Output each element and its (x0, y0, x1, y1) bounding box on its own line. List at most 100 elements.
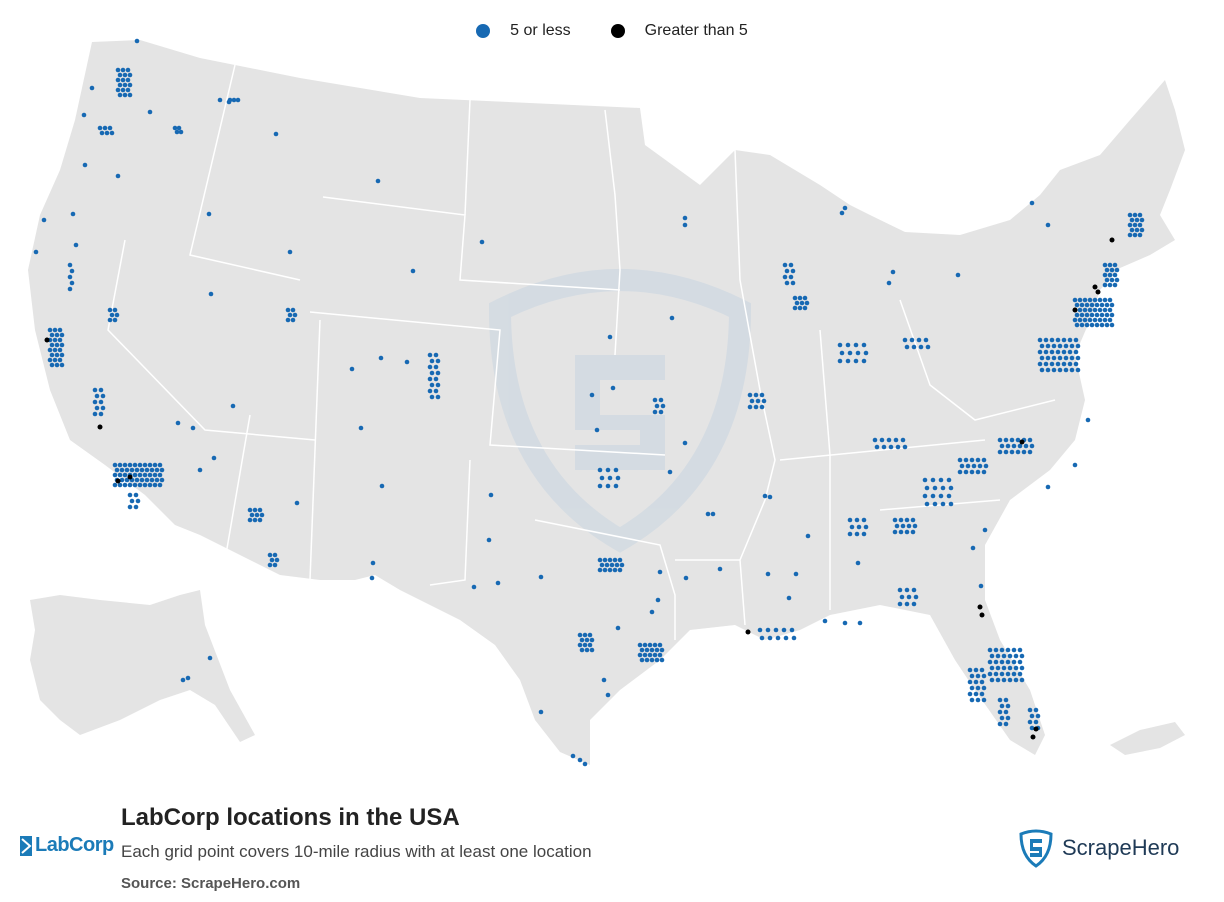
location-dot (1001, 653, 1007, 659)
location-dot (993, 671, 999, 677)
location-dot (782, 274, 788, 280)
location-dot (1084, 322, 1090, 328)
location-dot (117, 482, 123, 488)
location-dot (918, 344, 924, 350)
location-dot (1092, 297, 1098, 303)
location-dot (142, 462, 148, 468)
location-dot (52, 347, 58, 353)
location-dot (837, 358, 843, 364)
location-dot-high-density (127, 474, 133, 480)
location-dot (435, 394, 441, 400)
location-dot (781, 627, 787, 633)
location-dot (784, 268, 790, 274)
location-dot (1001, 677, 1007, 683)
location-dot (1069, 367, 1075, 373)
location-dot (175, 420, 181, 426)
location-dot (853, 358, 859, 364)
location-dot (792, 295, 798, 301)
location-dots (33, 38, 1145, 767)
location-dot (1104, 267, 1110, 273)
location-dot (955, 272, 961, 278)
location-dot (940, 485, 946, 491)
location-dot (157, 462, 163, 468)
location-dot (837, 342, 843, 348)
location-dot (897, 587, 903, 593)
location-dot (847, 350, 853, 356)
location-dot (613, 467, 619, 473)
location-dot (1069, 343, 1075, 349)
location-dot (1011, 671, 1017, 677)
location-dot (1107, 272, 1113, 278)
location-dot (659, 647, 665, 653)
location-dot (938, 493, 944, 499)
location-dot (1037, 361, 1043, 367)
location-dot (1043, 349, 1049, 355)
location-dot (654, 403, 660, 409)
location-dot (127, 72, 133, 78)
location-dot (607, 557, 613, 563)
location-dot (973, 667, 979, 673)
location-dot (582, 632, 588, 638)
location-dot (1102, 272, 1108, 278)
location-dot (109, 312, 115, 318)
location-dot (705, 511, 711, 517)
location-dot (605, 467, 611, 473)
location-dot (369, 575, 375, 581)
location-dot (433, 364, 439, 370)
location-dot (117, 92, 123, 98)
location-dot (197, 467, 203, 473)
location-dot (938, 477, 944, 483)
scrapehero-logo: ScrapeHero (1018, 828, 1179, 868)
location-dot (802, 305, 808, 311)
location-dot (765, 627, 771, 633)
location-dot (981, 685, 987, 691)
location-dot (1107, 297, 1113, 303)
location-dot (1079, 302, 1085, 308)
location-dot (249, 512, 255, 518)
location-dot (57, 357, 63, 363)
location-dot (1005, 715, 1011, 721)
location-dot (856, 524, 862, 530)
location-dot (1099, 302, 1105, 308)
location-dot (122, 82, 128, 88)
location-dot (904, 529, 910, 535)
location-dot (1082, 317, 1088, 323)
location-dot (1003, 449, 1009, 455)
location-dot (1049, 361, 1055, 367)
location-dot (1033, 707, 1039, 713)
location-dot (112, 317, 118, 323)
location-dot (231, 97, 237, 103)
location-dot (999, 647, 1005, 653)
location-dot (98, 387, 104, 393)
location-dot (612, 557, 618, 563)
location-dot (652, 652, 658, 658)
location-dot (987, 647, 993, 653)
location-dot (767, 635, 773, 641)
location-dot (429, 358, 435, 364)
location-dot (137, 462, 143, 468)
location-dot (54, 352, 60, 358)
location-dot-high-density (1030, 734, 1036, 740)
location-dot (717, 566, 723, 572)
location-dot (100, 405, 106, 411)
location-dot (1074, 322, 1080, 328)
location-dot (969, 685, 975, 691)
location-dot (57, 337, 63, 343)
location-dot (802, 295, 808, 301)
location-dot (946, 493, 952, 499)
location-dot (995, 665, 1001, 671)
location-dot (900, 523, 906, 529)
legend: 5 or less Greater than 5 (0, 22, 1224, 40)
location-dot (1005, 443, 1011, 449)
location-dot (185, 675, 191, 681)
location-dot (294, 500, 300, 506)
location-dot (842, 620, 848, 626)
location-dot (932, 485, 938, 491)
location-dot (1127, 212, 1133, 218)
location-dot (1099, 322, 1105, 328)
location-dot (906, 523, 912, 529)
location-dot (1005, 647, 1011, 653)
location-dot (59, 362, 65, 368)
location-dot (1067, 349, 1073, 355)
location-dot (1017, 443, 1023, 449)
